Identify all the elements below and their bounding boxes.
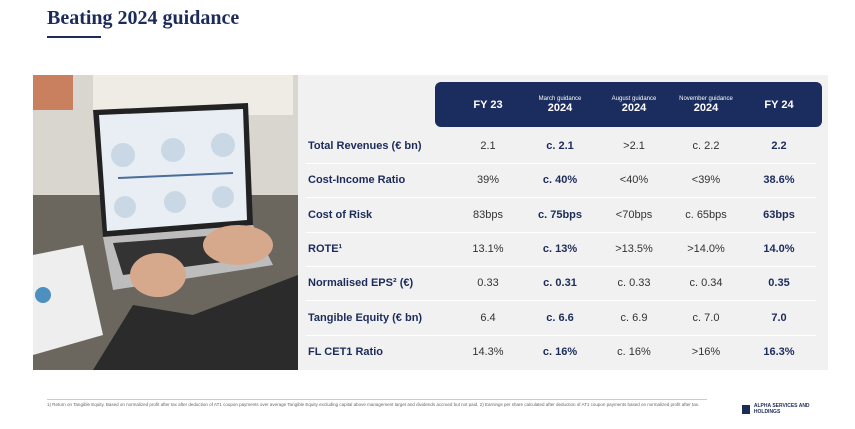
cell-value: >14.0% [687, 242, 725, 255]
logo: ALPHA SERVICES AND HOLDINGS [742, 403, 827, 415]
cell-value: 63bps [763, 208, 795, 221]
column-year: 2024 [621, 101, 647, 114]
cell-value: 7.0 [771, 311, 787, 324]
logo-mark [742, 404, 750, 414]
table-row: Total Revenues (€ bn) 2.1 c. 2.1 >2.1 c. 2.2… [306, 129, 816, 164]
footnote: 1) Return on Tangible Equity. Based on n… [47, 399, 707, 408]
column-title: FY 23 [473, 98, 503, 111]
table-row: ROTE¹ 13.1% c. 13% >13.5% >14.0% 14.0% [306, 232, 816, 267]
cell-value: c. 16% [617, 345, 651, 358]
cell-value: 14.3% [472, 345, 504, 358]
title: Beating 2024 guidance [47, 7, 240, 29]
table-header: FY 23 March guidance 2024 August guidance 20… [435, 82, 822, 127]
cell-value: 0.35 [768, 277, 790, 290]
cell-value: <40% [619, 174, 649, 187]
cell-value: c. 0.31 [543, 277, 577, 290]
cell-value: 39% [476, 174, 500, 187]
cell-value: >16% [691, 345, 721, 358]
column-header: August guidance 2024 [598, 82, 670, 127]
cell-value: c. 16% [542, 345, 578, 358]
table-row: Normalised EPS² (€) 0.33 c. 0.31 c. 0.33 c. … [306, 266, 816, 302]
cell-value: c. 6.6 [546, 311, 574, 324]
cell-value: 13.1% [472, 242, 504, 255]
title-underline [47, 36, 101, 38]
cell-value: 2.1 [480, 140, 496, 152]
cell-value: 16.3% [763, 345, 795, 358]
column-year: 2024 [693, 101, 719, 114]
cell-value: c. 0.34 [689, 277, 723, 290]
row-label: Cost-Income Ratio [308, 174, 406, 187]
column-header: November guidance 2024 [670, 82, 742, 127]
cell-value: <70bps [615, 208, 653, 221]
cell-value: >13.5% [615, 242, 653, 255]
cell-value: c. 13% [542, 242, 578, 255]
cell-value: c. 65bps [685, 208, 727, 221]
cell-value: <39% [691, 174, 721, 187]
column-header: FY 23 [452, 82, 524, 127]
column-year: 2024 [547, 101, 573, 114]
row-label: ROTE¹ [308, 242, 343, 255]
column-subtitle: August guidance [611, 95, 657, 102]
cell-value: c. 6.9 [620, 311, 648, 324]
cell-value: 83bps [473, 208, 503, 221]
table-row: Cost-Income Ratio 39% c. 40% <40% <39% 38.6% [306, 163, 816, 199]
cell-value: 6.4 [480, 311, 496, 324]
cell-value: c. 7.0 [692, 311, 720, 324]
logo-text: ALPHA SERVICES AND HOLDINGS [753, 403, 810, 415]
cell-value: c. 2.1 [546, 140, 574, 152]
cell-value: >2.1 [623, 140, 645, 152]
table: FY 23 March guidance 2024 August guidance 20… [298, 75, 828, 370]
table-row: Cost of Risk 83bps c. 75bps <70bps c. 65bps 6… [306, 198, 816, 233]
cell-value: c. 40% [542, 174, 578, 187]
row-label: FL CET1 Ratio [308, 345, 383, 358]
cell-value: c. 0.33 [617, 277, 651, 290]
column-subtitle: March guidance [538, 95, 582, 102]
cell-value: c. 75bps [537, 208, 583, 221]
cell-value: c. 2.2 [692, 140, 720, 152]
column-header: FY 24 [743, 82, 815, 127]
cell-value: 2.2 [771, 140, 787, 152]
row-label: Total Revenues (€ bn) [308, 140, 422, 152]
cell-value: 14.0% [763, 242, 795, 255]
row-label: Tangible Equity (€ bn) [308, 311, 423, 324]
photo [33, 75, 298, 370]
cell-value: 38.6% [763, 174, 795, 187]
table-row: Tangible Equity (€ bn) 6.4 c. 6.6 c. 6.9 c. … [306, 301, 816, 336]
column-subtitle: November guidance [679, 95, 733, 102]
row-label: Normalised EPS² (€) [308, 277, 414, 290]
cell-value: 0.33 [477, 277, 499, 290]
table-row: FL CET1 Ratio 14.3% c. 16% c. 16% >16% 16.3% [306, 335, 816, 369]
column-title: FY 24 [764, 98, 794, 111]
row-label: Cost of Risk [308, 208, 373, 221]
column-header: March guidance 2024 [524, 82, 596, 127]
